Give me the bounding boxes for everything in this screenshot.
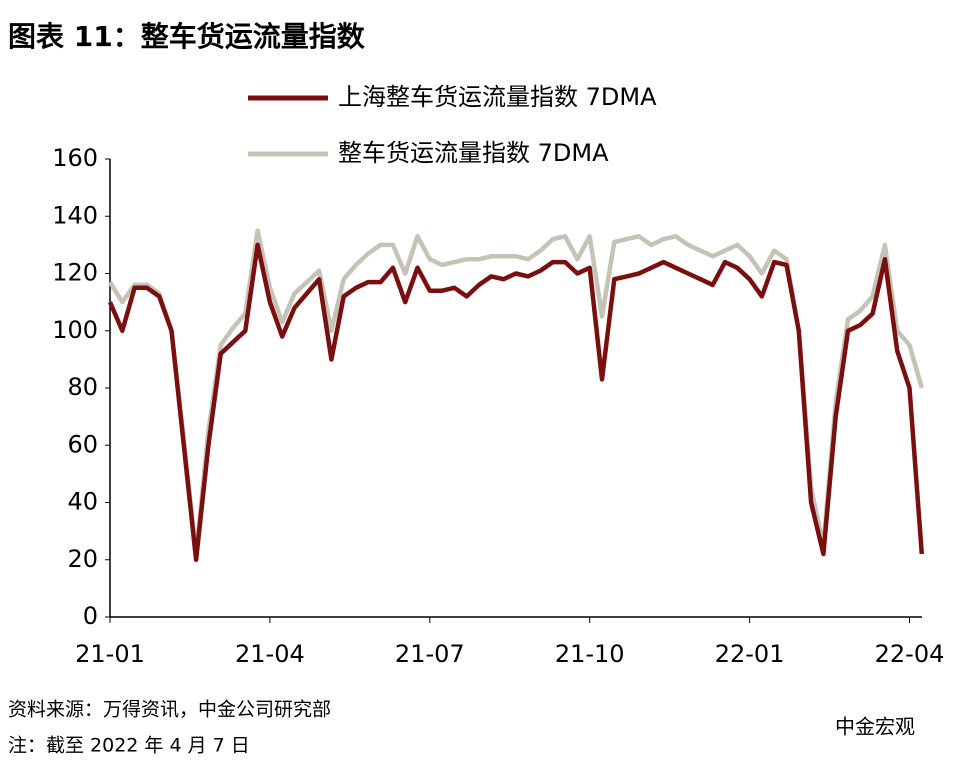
- y-tick-label: 160: [52, 144, 98, 172]
- x-tick-label: 22-04: [875, 640, 945, 668]
- x-tick-label: 21-07: [395, 640, 465, 668]
- y-tick-label: 140: [52, 201, 98, 229]
- legend-label: 整车货运流量指数 7DMA: [338, 139, 609, 167]
- series-line: [107, 242, 925, 563]
- y-tick-label: 0: [83, 602, 98, 630]
- x-tick-label: 21-01: [75, 640, 145, 668]
- legend-label: 上海整车货运流量指数 7DMA: [338, 83, 657, 111]
- x-tick-label: 22-01: [715, 640, 785, 668]
- watermark: 中金宏观: [835, 715, 915, 739]
- y-tick-label: 40: [67, 488, 98, 516]
- x-tick-label: 21-10: [555, 640, 625, 668]
- y-tick-label: 120: [52, 259, 98, 287]
- date-note: 注：截至 2022 年 4 月 7 日: [8, 735, 250, 757]
- chart-title: 图表 11：整车货运流量指数: [8, 20, 366, 53]
- y-tick-label: 20: [67, 545, 98, 573]
- source-note: 资料来源：万得资讯，中金公司研究部: [8, 699, 331, 721]
- series-line: [108, 228, 924, 557]
- y-tick-label: 60: [67, 430, 98, 458]
- x-tick-label: 21-04: [235, 640, 305, 668]
- y-tick-label: 80: [67, 373, 98, 401]
- y-tick-label: 100: [52, 316, 98, 344]
